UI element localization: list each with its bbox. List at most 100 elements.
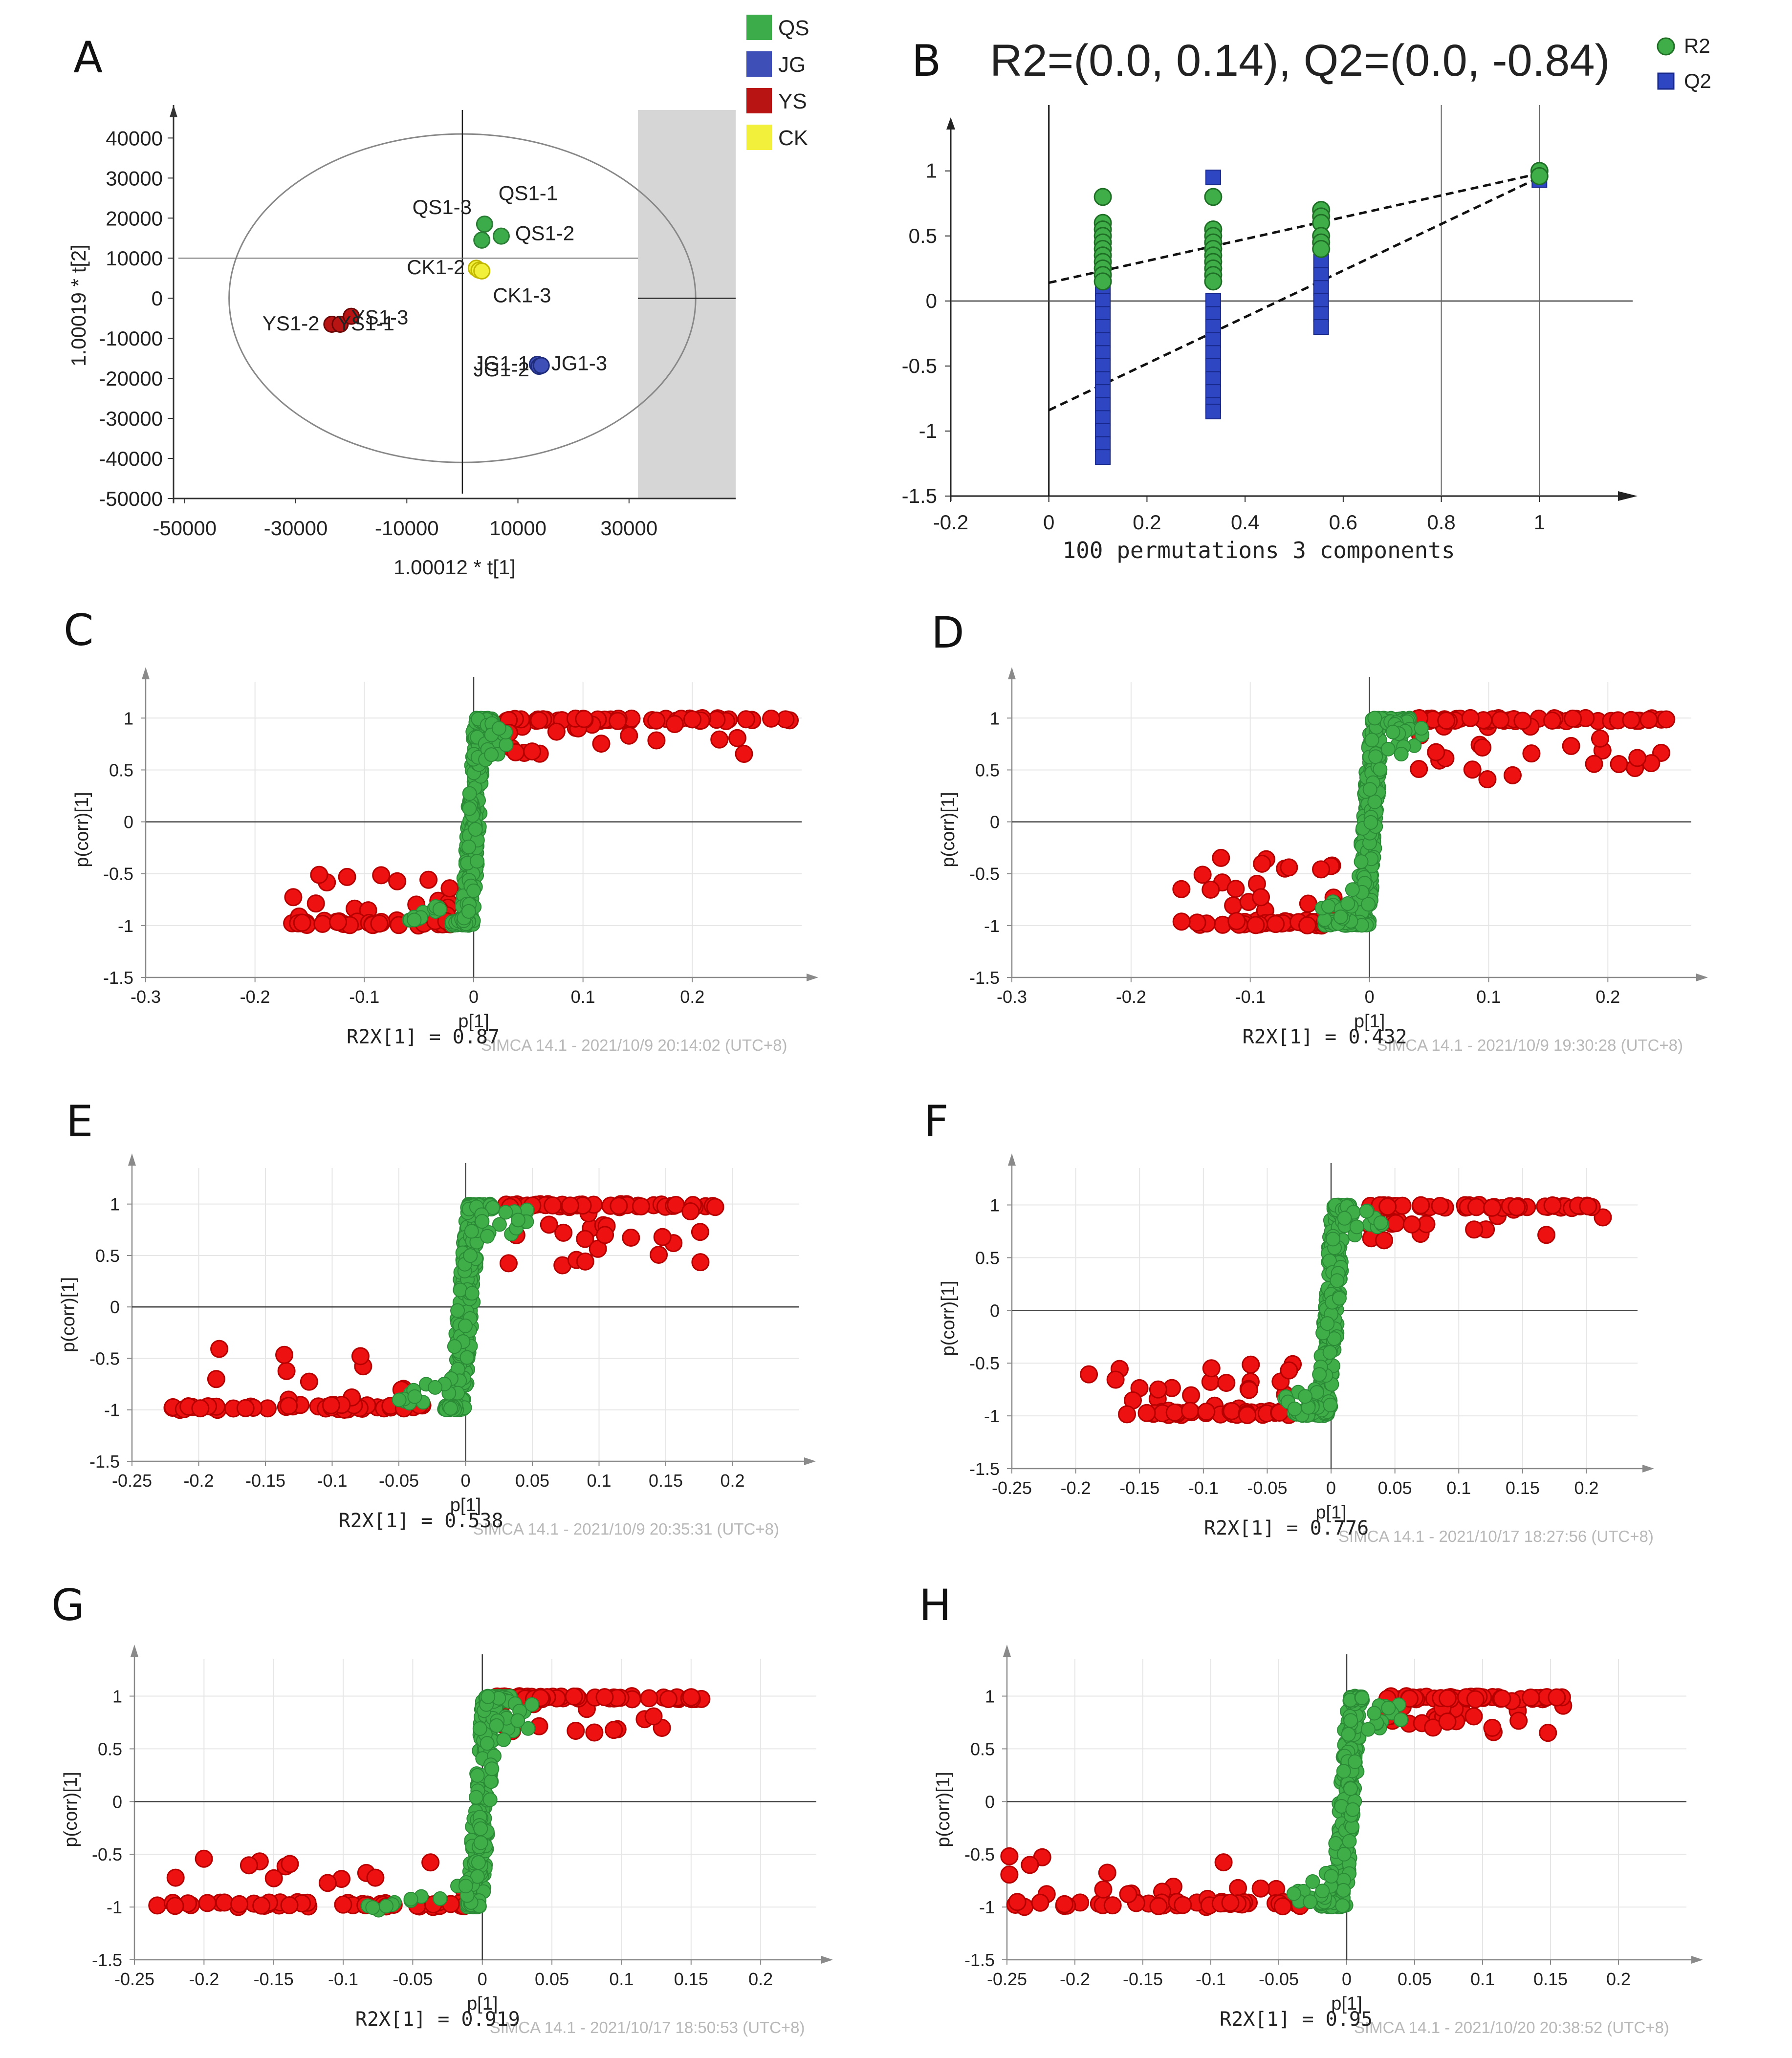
x-tick-label: -0.2 <box>240 987 270 1007</box>
y-tick-label: 0.5 <box>909 224 937 247</box>
red-variable-point <box>1564 709 1582 728</box>
red-variable-point <box>277 1362 296 1380</box>
red-variable-point <box>372 866 391 885</box>
red-variable-point <box>682 1688 700 1707</box>
simca-stamp: SIMCA 14.1 - 2021/10/9 20:14:02 (UTC+8) <box>481 1036 787 1054</box>
red-variable-point <box>523 742 542 761</box>
red-variable-point <box>665 715 684 734</box>
red-variable-point <box>1094 1880 1113 1899</box>
y-tick-label: 1 <box>124 708 133 728</box>
x-tick-label: 0.1 <box>571 987 595 1007</box>
green-variable-point <box>1336 1883 1351 1898</box>
red-variable-point <box>1539 1724 1557 1742</box>
green-variable-point <box>365 1900 380 1915</box>
red-variable-point <box>421 1853 440 1872</box>
x-tick-label: -0.2 <box>183 1471 214 1491</box>
point-label: JG1-2 <box>474 358 529 381</box>
y-axis-label: p(corr)[1] <box>938 1280 959 1356</box>
green-variable-point <box>428 1380 443 1395</box>
red-variable-point <box>440 879 459 898</box>
x-tick-label: 0.2 <box>1606 1969 1631 1989</box>
q2-point <box>1095 449 1111 465</box>
x-tick-label: 0 <box>1365 987 1375 1007</box>
red-variable-point <box>595 1688 614 1707</box>
green-variable-point <box>1349 1219 1364 1235</box>
green-variable-point <box>1367 794 1382 809</box>
q2-point <box>1095 436 1111 452</box>
red-variable-point <box>735 745 753 763</box>
x-tick-label: 0 <box>469 987 479 1007</box>
red-variable-point <box>1508 1198 1526 1216</box>
green-variable-point <box>475 1214 490 1229</box>
green-variable-point <box>1367 711 1382 726</box>
y-axis-arrow <box>1003 1645 1011 1657</box>
red-variable-point <box>215 1893 234 1912</box>
green-variable-point <box>1324 1869 1339 1884</box>
green-variable-point <box>463 1248 478 1263</box>
red-variable-point <box>561 1196 579 1215</box>
x-tick-label: -0.25 <box>112 1471 152 1491</box>
green-variable-point <box>1373 762 1388 777</box>
green-variable-point <box>498 1205 513 1220</box>
x-tick-label: 0 <box>478 1969 487 1989</box>
y-axis-label: 1.00019 * t[2] <box>67 244 90 367</box>
red-variable-point <box>1165 1403 1184 1422</box>
green-variable-point <box>499 737 514 753</box>
red-variable-point <box>207 1370 225 1388</box>
red-variable-point <box>1393 1196 1412 1215</box>
red-variable-point <box>1149 1897 1168 1915</box>
red-variable-point <box>1280 1361 1298 1380</box>
panel-b: B R2=(0.0, 0.14), Q2=(0.0, -0.84) R2 Q2 -0.2… <box>902 34 1711 563</box>
y-tick-label: -0.5 <box>964 1844 995 1864</box>
x-tick-label: 0.15 <box>1506 1478 1540 1498</box>
y-tick-label: -1 <box>107 1897 122 1917</box>
green-variable-point <box>1345 882 1360 897</box>
green-variable-point <box>1354 854 1369 869</box>
red-variable-point <box>191 1399 210 1418</box>
x-tick-label: -0.25 <box>992 1478 1032 1498</box>
red-variable-point <box>1483 1198 1502 1217</box>
green-variable-point <box>483 1774 499 1789</box>
red-variable-point <box>1106 1370 1125 1389</box>
green-variable-point <box>468 822 483 837</box>
green-variable-point <box>1364 733 1379 748</box>
red-variable-point <box>605 1721 623 1739</box>
legend-label: YS <box>778 89 807 113</box>
r2x-label: R2X[1] = 0.538 <box>339 1510 503 1532</box>
y-tick-label: -1.5 <box>89 1451 120 1472</box>
x-tick-label: 0.05 <box>1378 1478 1412 1498</box>
q2-point <box>1205 332 1221 348</box>
green-variable-point <box>491 721 506 736</box>
red-variable-point <box>650 1245 668 1264</box>
red-variable-point <box>1386 1214 1405 1233</box>
red-variable-point <box>1591 729 1609 748</box>
green-variable-point <box>1312 1367 1327 1382</box>
r2-point <box>1093 188 1112 206</box>
x-tick-label: 0.05 <box>1398 1969 1432 1989</box>
red-variable-point <box>554 1223 573 1242</box>
red-variable-point <box>1437 711 1456 730</box>
red-variable-point <box>576 1252 594 1271</box>
q2-point <box>1205 404 1221 420</box>
green-variable-point <box>432 902 447 917</box>
red-variable-point <box>310 866 328 884</box>
green-variable-point <box>407 1389 422 1404</box>
red-variable-point <box>1522 744 1541 763</box>
red-variable-point <box>647 711 666 730</box>
x-tick-label: 0.8 <box>1427 511 1455 534</box>
red-variable-point <box>1579 1197 1597 1215</box>
red-variable-point <box>1055 1895 1074 1913</box>
x-axis-arrow <box>821 1956 833 1964</box>
red-variable-point <box>1548 1688 1566 1707</box>
green-variable-point <box>496 1732 511 1747</box>
panel-a: A -50000 -30000 -10000 10000 30000 -50000 -4000… <box>67 15 809 579</box>
green-variable-point <box>1385 724 1400 739</box>
red-variable-point <box>1657 710 1676 729</box>
r2x-label: R2X[1] = 0.95 <box>1220 2008 1373 2031</box>
red-variable-point <box>1463 760 1482 779</box>
y-axis-arrow <box>170 105 177 117</box>
y-tick-label: 0 <box>124 812 133 832</box>
y-tick-label: -0.5 <box>969 864 1000 884</box>
q2-point <box>1313 280 1329 296</box>
green-variable-point <box>1362 782 1377 797</box>
